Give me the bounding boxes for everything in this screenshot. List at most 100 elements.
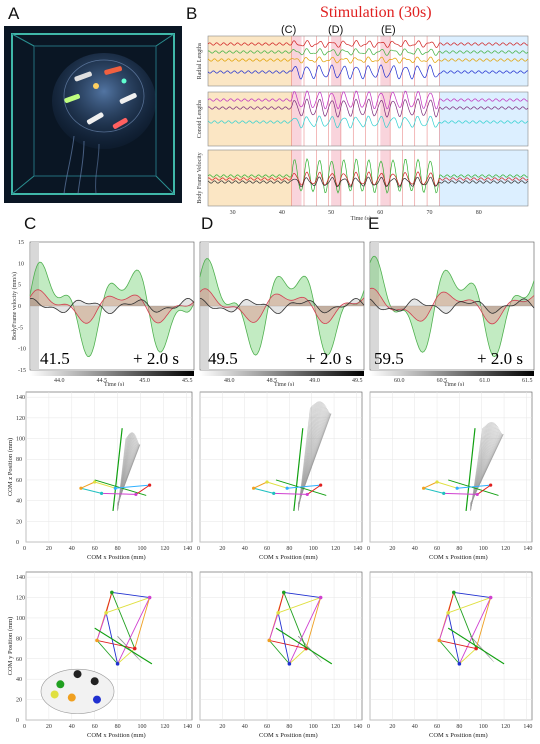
com-xtick: 140 xyxy=(523,724,532,730)
velocity-ylabel: BodyFrame velocity (mm/s) xyxy=(11,272,18,340)
axis-vector xyxy=(94,627,153,665)
start-time-c: 41.5 xyxy=(40,349,70,368)
velocity-xlabel: Time (s) xyxy=(274,381,294,386)
marker-point xyxy=(318,595,323,600)
time-colorbar xyxy=(30,371,194,376)
b-xtick: 80 xyxy=(476,210,482,216)
velocity-xtick: 45.0 xyxy=(139,378,150,384)
marker-point xyxy=(113,486,117,490)
com-xlabel: COM x Position (mm) xyxy=(87,554,146,561)
rig-edge xyxy=(443,492,478,495)
com-ytick: 80 xyxy=(16,457,22,463)
panel-label-e: E xyxy=(368,214,380,233)
velocity-xtick: 44.0 xyxy=(54,378,65,384)
rig-edge xyxy=(439,639,477,649)
marker-point xyxy=(474,646,478,651)
velocity-fill xyxy=(200,258,364,356)
com-trajectory xyxy=(470,421,504,512)
rig-edge xyxy=(117,597,151,665)
axis-vector xyxy=(447,627,505,665)
subplot-frame xyxy=(207,35,529,87)
com-xtick: 40 xyxy=(242,546,248,552)
axis-vector xyxy=(275,627,333,665)
velocity-ytick: 15 xyxy=(18,240,24,246)
velocity-xlabel: Time (s) xyxy=(444,381,464,386)
schematic-inset xyxy=(40,668,115,714)
com-ytick: 20 xyxy=(16,519,22,525)
com-xtick: 40 xyxy=(69,546,75,552)
marker-point xyxy=(319,483,323,487)
com-xtick: 100 xyxy=(479,724,488,730)
com-xtick: 80 xyxy=(286,546,292,552)
com-xlabel: COM x Position (mm) xyxy=(259,732,318,739)
velocity-panel-c: 15 10 5 0 -5 -10 -15 BodyFrame velocity (mm/s) 4… xyxy=(4,236,198,386)
baseline-region xyxy=(208,92,292,146)
com-xtick: 140 xyxy=(523,546,532,552)
com-xtick: 140 xyxy=(353,724,362,730)
com-xtick: 0 xyxy=(197,724,200,730)
com-y-panel-d: 0 20 40 60 80 100 120 140 COM x Position (mm) xyxy=(196,566,368,742)
time-colorbar xyxy=(200,371,364,376)
marker-point xyxy=(132,646,137,651)
com-xtick: 40 xyxy=(242,724,248,730)
com-xtick: 60 xyxy=(264,546,270,552)
highlight-window xyxy=(380,36,391,86)
com-xtick: 60 xyxy=(434,546,440,552)
com-xtick: 120 xyxy=(160,724,169,730)
marker-point xyxy=(104,611,108,615)
com-xtick: 0 xyxy=(23,724,26,730)
velocity-panel-e: 60.0 60.5 61.0 61.5 Time (s) xyxy=(366,236,538,386)
velocity-xtick: 48.0 xyxy=(224,378,235,384)
marker-point xyxy=(281,590,286,595)
rig-edge xyxy=(80,481,95,489)
rig-edge xyxy=(306,484,321,495)
marker-point xyxy=(134,492,138,497)
rig-edge xyxy=(101,492,136,495)
rig-edge xyxy=(273,492,308,495)
marker-point xyxy=(437,638,442,643)
com-ytick: 140 xyxy=(16,575,25,581)
rig-edge xyxy=(268,612,279,641)
rig-edge xyxy=(448,597,491,614)
marker-point xyxy=(488,595,493,600)
marker-point xyxy=(435,480,439,484)
com-y-panel-c: 0 0 20 20 40 40 60 60 80 80 100 100 120 120 140 140 COM … xyxy=(4,566,198,742)
rig-edge xyxy=(134,597,151,649)
start-time-d: 49.5 xyxy=(208,349,238,368)
highlight-window xyxy=(380,150,391,206)
velocity-line xyxy=(29,289,195,324)
velocity-line xyxy=(29,261,195,358)
marker-point xyxy=(272,491,276,495)
b-series-line xyxy=(207,90,529,110)
b-ylabel: Conoid Lengths xyxy=(197,99,203,138)
velocity-xtick: 60.0 xyxy=(394,378,405,384)
com-ytick: 0 xyxy=(16,718,19,724)
com-xlabel: COM x Position (mm) xyxy=(429,732,488,739)
com-xtick: 80 xyxy=(115,724,121,730)
panel-label-a: A xyxy=(8,4,20,23)
subplot-frame xyxy=(207,91,529,147)
marker-point xyxy=(93,480,97,484)
b-series-line xyxy=(207,171,529,187)
rig-edge xyxy=(436,481,458,489)
axis-vector xyxy=(448,479,499,496)
com-xtick: 20 xyxy=(219,546,225,552)
com-xtick: 60 xyxy=(434,724,440,730)
com-xtick: 80 xyxy=(286,724,292,730)
rig-edge xyxy=(453,592,477,649)
marker-point xyxy=(95,638,99,643)
com-ytick: 40 xyxy=(16,677,22,683)
rig-edge xyxy=(269,639,307,649)
com-z-panel-c: 0 0 20 20 40 40 60 60 80 80 100 100 120 120 140 140 COM … xyxy=(4,386,198,564)
com-frame xyxy=(369,391,533,543)
b-series-line xyxy=(207,98,529,118)
com-xtick: 100 xyxy=(137,546,146,552)
rig-edge xyxy=(253,487,274,494)
velocity-line xyxy=(199,288,365,325)
velocity-line xyxy=(199,297,365,315)
highlight-window xyxy=(331,150,341,206)
rig-edge xyxy=(457,484,491,489)
velocity-ytick: -10 xyxy=(18,347,26,353)
com-xtick: 40 xyxy=(412,724,418,730)
marker-point xyxy=(422,486,426,490)
